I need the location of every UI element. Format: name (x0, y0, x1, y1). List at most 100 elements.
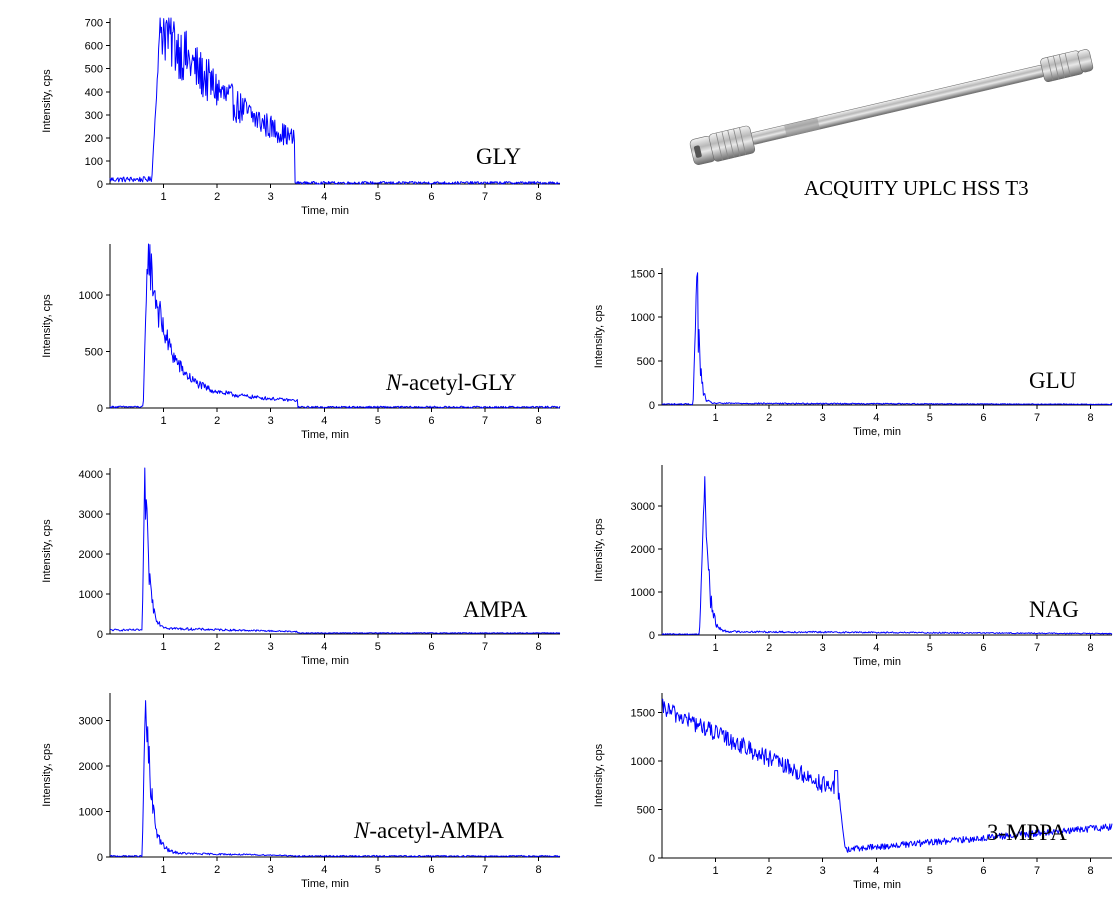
x-tick-label: 6 (428, 641, 434, 653)
x-tick-label: 1 (713, 642, 719, 654)
chart-3-mppa: 0 500 1000 1500 1 2 3 4 5 6 7 8 Time, min Intensity, … (593, 693, 1113, 891)
y-tick-label: 0 (649, 853, 655, 865)
y-tick-label: 500 (637, 804, 655, 816)
analyte-label: N-acetyl-GLY (385, 370, 517, 395)
y-tick-label: 1000 (631, 587, 655, 599)
x-axis-title: Time, min (853, 656, 901, 668)
x-tick-label: 8 (536, 864, 542, 876)
x-tick-label: 3 (268, 864, 274, 876)
y-tick-label: 2000 (631, 544, 655, 556)
x-tick-label: 5 (375, 415, 381, 427)
y-tick-label: 1000 (79, 589, 103, 601)
y-tick-label: 1500 (631, 268, 655, 280)
x-tick-label: 8 (1088, 412, 1094, 424)
x-tick-label: 5 (927, 865, 933, 877)
x-tick-label: 5 (375, 191, 381, 203)
analyte-label: NAG (1029, 597, 1079, 622)
x-tick-label: 5 (927, 642, 933, 654)
x-axis-title: Time, min (301, 878, 349, 890)
y-tick-label: 4000 (79, 469, 103, 481)
analyte-label: AMPA (463, 597, 528, 622)
y-axis-title: Intensity, cps (593, 304, 605, 368)
y-tick-label: 600 (85, 41, 103, 53)
x-tick-label: 1 (161, 191, 167, 203)
y-tick-label: 3000 (631, 501, 655, 513)
x-tick-label: 4 (321, 191, 327, 203)
y-tick-label: 0 (649, 400, 655, 412)
y-tick-label: 1000 (79, 806, 103, 818)
y-axis-title: Intensity, cps (41, 69, 53, 133)
x-tick-label: 7 (1034, 642, 1040, 654)
y-axis-title: Intensity, cps (41, 519, 53, 583)
x-tick-label: 7 (482, 415, 488, 427)
chart-glu: 0 500 1000 1500 1 2 3 4 5 6 7 8 Time, min Intensity, … (593, 268, 1113, 438)
x-tick-label: 3 (268, 191, 274, 203)
x-tick-label: 2 (214, 641, 220, 653)
series-trace-gly (109, 17, 561, 185)
x-tick-label: 2 (766, 865, 772, 877)
x-tick-label: 7 (482, 191, 488, 203)
column-label: ACQUITY UPLC HSS T3 (804, 176, 1029, 200)
x-tick-label: 4 (873, 865, 879, 877)
y-tick-label: 100 (85, 156, 103, 168)
x-tick-label: 3 (268, 415, 274, 427)
x-axis-title: Time, min (301, 655, 349, 667)
series-trace-glu (661, 272, 1113, 406)
y-tick-label: 2000 (79, 549, 103, 561)
x-tick-label: 3 (820, 865, 826, 877)
y-tick-label: 2000 (79, 761, 103, 773)
chart-ampa: 0 1000 2000 3000 4000 1 2 3 4 5 6 7 8 Time, min Intens… (41, 467, 561, 667)
x-tick-label: 1 (713, 412, 719, 424)
x-axis-title: Time, min (301, 205, 349, 217)
x-tick-label: 1 (161, 864, 167, 876)
x-tick-label: 7 (482, 641, 488, 653)
y-tick-label: 3000 (79, 715, 103, 727)
x-tick-label: 4 (321, 641, 327, 653)
x-axis-title: Time, min (853, 879, 901, 891)
x-tick-label: 1 (161, 415, 167, 427)
x-tick-label: 6 (980, 642, 986, 654)
x-tick-label: 6 (980, 865, 986, 877)
x-tick-label: 3 (820, 642, 826, 654)
x-tick-label: 8 (1088, 865, 1094, 877)
x-tick-label: 8 (1088, 642, 1094, 654)
x-tick-label: 2 (766, 412, 772, 424)
x-tick-label: 6 (428, 191, 434, 203)
series-trace-n-acetyl-gly (109, 243, 561, 409)
y-tick-label: 1000 (631, 312, 655, 324)
y-tick-label: 0 (97, 852, 103, 864)
y-tick-label: 0 (97, 179, 103, 191)
x-tick-label: 6 (980, 412, 986, 424)
x-tick-label: 1 (161, 641, 167, 653)
analyte-label: GLY (476, 144, 521, 169)
x-tick-label: 6 (428, 864, 434, 876)
y-tick-label: 500 (637, 356, 655, 368)
chart-n-acetyl-ampa: 0 1000 2000 3000 1 2 3 4 5 6 7 8 Time, min Intensity,… (41, 693, 561, 890)
x-axis-title: Time, min (853, 426, 901, 438)
x-tick-label: 5 (927, 412, 933, 424)
y-tick-label: 1000 (79, 290, 103, 302)
analyte-label: 3-MPPA (987, 820, 1067, 845)
y-tick-label: 700 (85, 18, 103, 30)
y-tick-label: 0 (97, 629, 103, 641)
y-axis-title: Intensity, cps (41, 743, 53, 807)
x-tick-label: 3 (820, 412, 826, 424)
y-tick-label: 0 (649, 630, 655, 642)
y-axis-title: Intensity, cps (41, 294, 53, 358)
analyte-label: N-acetyl-AMPA (353, 818, 504, 843)
x-tick-label: 4 (321, 864, 327, 876)
x-tick-label: 8 (536, 641, 542, 653)
series-trace-ampa (110, 467, 561, 634)
x-tick-label: 7 (1034, 412, 1040, 424)
x-tick-label: 1 (713, 865, 719, 877)
x-axis-title: Time, min (301, 429, 349, 441)
series-trace-n-acetyl-ampa (109, 700, 561, 858)
x-tick-label: 8 (536, 415, 542, 427)
x-tick-label: 2 (214, 415, 220, 427)
x-tick-label: 8 (536, 191, 542, 203)
x-tick-label: 4 (873, 412, 879, 424)
x-tick-label: 2 (766, 642, 772, 654)
chart-n-acetyl-gly: 0 500 1000 1 2 3 4 5 6 7 8 Time, min Intensity, cps N… (41, 243, 561, 441)
